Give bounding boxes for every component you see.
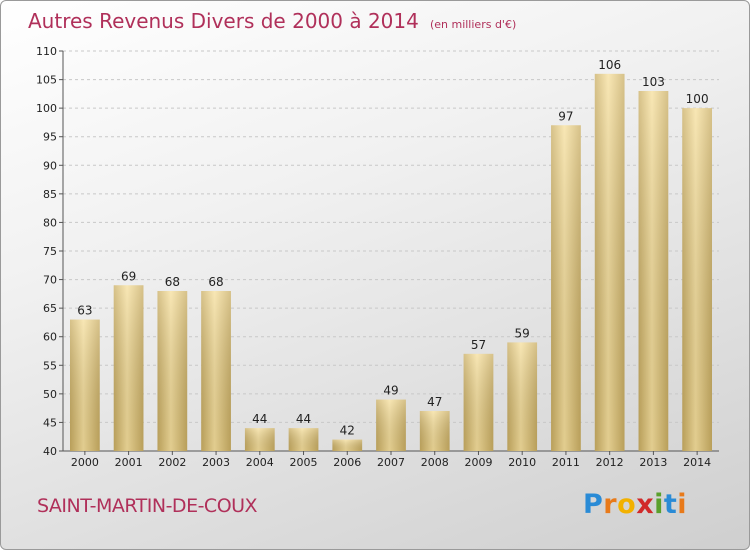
bar-shade [507, 342, 538, 451]
bar-value-label: 42 [340, 424, 355, 438]
x-tick-label: 2013 [639, 456, 667, 469]
bar-shade [201, 291, 231, 451]
y-tick-label: 75 [43, 245, 57, 258]
bar-value-label: 44 [296, 412, 311, 426]
bar-value-label: 44 [252, 412, 267, 426]
bar-shade [638, 91, 669, 451]
x-tick-label: 2001 [115, 456, 143, 469]
y-tick-label: 40 [43, 445, 57, 458]
y-tick-label: 55 [43, 359, 57, 372]
y-tick-label: 110 [36, 45, 57, 58]
bar-shade [682, 108, 713, 452]
chart-title-main: Autres Revenus Divers de 2000 à 2014 [28, 9, 419, 33]
proxiti-logo: Proxiti [583, 489, 687, 520]
logo-letter: t [663, 489, 678, 520]
x-tick-label: 2011 [552, 456, 580, 469]
bar-value-label: 103 [642, 75, 665, 89]
logo-letter: i [677, 489, 688, 520]
bar-value-label: 63 [77, 304, 92, 318]
x-tick-label: 2010 [508, 456, 536, 469]
bar-shade [551, 125, 581, 452]
bar-value-label: 59 [515, 326, 530, 340]
logo-letter: o [617, 489, 637, 520]
y-tick-label: 45 [43, 416, 57, 429]
y-tick-label: 105 [36, 74, 57, 87]
bar-shade [463, 353, 494, 451]
x-tick-label: 2004 [246, 456, 274, 469]
y-tick-label: 65 [43, 302, 57, 315]
bar-shade [594, 73, 625, 451]
x-tick-label: 2003 [202, 456, 230, 469]
bar-value-label: 49 [383, 384, 398, 398]
logo-letter: i [654, 489, 664, 520]
chart-title-unit: (en milliers d'€) [429, 18, 517, 31]
x-tick-label: 2009 [464, 456, 492, 469]
logo-letter: x [636, 489, 655, 520]
y-tick-label: 100 [36, 102, 57, 115]
bar-value-label: 47 [427, 395, 442, 409]
x-tick-label: 2002 [158, 456, 186, 469]
bar-value-label: 68 [208, 275, 223, 289]
x-tick-label: 2014 [683, 456, 711, 469]
bar-value-label: 106 [598, 58, 621, 72]
y-tick-label: 80 [43, 216, 57, 229]
bar-value-label: 69 [121, 269, 136, 283]
bar-shade [69, 319, 100, 451]
chart-title: Autres Revenus Divers de 2000 à 2014 (en… [28, 9, 516, 33]
x-tick-label: 2012 [596, 456, 624, 469]
y-tick-label: 95 [43, 131, 57, 144]
bar-shade [113, 285, 144, 451]
x-tick-label: 2008 [421, 456, 449, 469]
commune-name: SAINT-MARTIN-DE-COUX [37, 495, 258, 517]
bar-shade [419, 411, 450, 451]
bar-shade [288, 428, 319, 451]
y-tick-label: 60 [43, 331, 57, 344]
x-tick-label: 2007 [377, 456, 405, 469]
bar-shade [332, 439, 363, 451]
bar-value-label: 57 [471, 338, 486, 352]
y-tick-label: 90 [43, 159, 57, 172]
x-tick-label: 2005 [290, 456, 318, 469]
bar-shade [376, 399, 406, 451]
y-tick-label: 50 [43, 388, 57, 401]
bar-value-label: 68 [165, 275, 180, 289]
y-tick-label: 85 [43, 188, 57, 201]
bar-value-label: 97 [558, 109, 573, 123]
logo-letter: r [603, 489, 618, 520]
x-tick-label: 2006 [333, 456, 361, 469]
x-tick-label: 2000 [71, 456, 99, 469]
bar-shade [157, 291, 188, 451]
logo-letter: P [583, 489, 604, 520]
y-tick-label: 70 [43, 274, 57, 287]
bar-value-label: 100 [686, 92, 709, 106]
bar-shade [244, 428, 275, 451]
